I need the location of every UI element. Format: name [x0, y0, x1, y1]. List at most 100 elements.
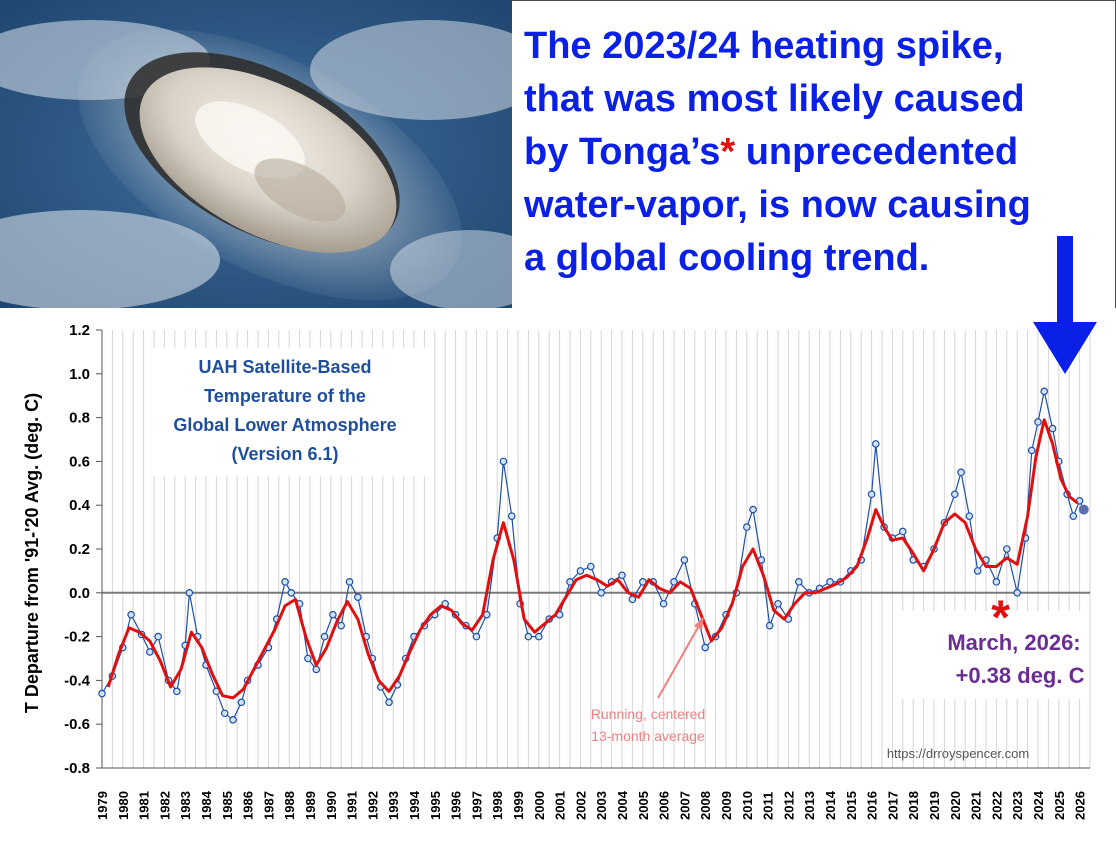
monthly-data-point [670, 578, 678, 586]
monthly-data-point [742, 523, 751, 531]
monthly-data-point [154, 632, 162, 641]
x-tick-label: 2022 [989, 791, 1004, 820]
monthly-data-point [965, 512, 974, 520]
headline-line-3b: unprecedented [735, 131, 1019, 173]
latest-data-point [1078, 504, 1089, 515]
down-arrow-icon [1033, 236, 1097, 374]
headline-line-5: a global cooling trend. [524, 237, 930, 279]
monthly-data-point [680, 556, 689, 564]
annotations: UAH Satellite-Based Temperature of the Glo… [145, 348, 1085, 761]
running-average-line [106, 418, 1079, 700]
headline-line-4: water-vapor, is now causing [524, 184, 1031, 226]
x-tick-label: 2018 [906, 791, 921, 820]
monthly-data-point [950, 490, 959, 499]
y-tick-label: 0.0 [69, 585, 90, 602]
x-tick-label: 2006 [657, 791, 672, 820]
x-tick-label: 2024 [1031, 790, 1046, 820]
monthly-data-point [794, 578, 803, 586]
monthly-data-point [586, 562, 595, 571]
headline-line-3a: by Tonga’s [524, 131, 721, 173]
x-tick-label: 2015 [844, 791, 859, 820]
chart-title-line: Temperature of the [204, 386, 366, 406]
y-tick-label: 0.4 [69, 497, 91, 514]
monthly-data-point [329, 610, 337, 619]
monthly-data-point [127, 610, 135, 619]
x-tick-label: 2025 [1052, 791, 1067, 820]
x-tick-label: 2023 [1010, 791, 1025, 820]
x-tick-label: 2016 [865, 791, 880, 820]
x-tick-label: 2010 [740, 791, 755, 820]
x-tick-label: 2000 [532, 791, 547, 820]
monthly-data-point [992, 578, 1001, 586]
chart-title-background [145, 348, 430, 476]
running-average-label-line-2: 13-month average [591, 728, 705, 744]
latest-value-line-1: March, 2026: [947, 630, 1080, 655]
running-average-pointer [657, 623, 701, 699]
monthly-data-point [1069, 512, 1078, 520]
monthly-data-point [1013, 588, 1022, 597]
x-tick-label: 2002 [573, 791, 588, 820]
x-tick-label: 1986 [241, 791, 256, 820]
series [98, 387, 1089, 724]
monthly-data-point [701, 643, 710, 652]
monthly-data-point [774, 599, 782, 608]
monthly-data-point [185, 588, 194, 597]
x-tick-label: 2004 [615, 790, 630, 820]
monthly-data-point [345, 578, 354, 586]
headline-line-3: by Tonga’s* unprecedented [524, 126, 1114, 179]
volcano-plume-illustration [0, 0, 512, 308]
x-tick-label: 1995 [428, 791, 443, 820]
y-tick-label: 0.6 [69, 453, 90, 470]
latest-value-background [895, 611, 1085, 699]
monthly-data-point [1002, 545, 1011, 553]
x-tick-label: 2019 [927, 791, 942, 820]
headline-line-2: that was most likely caused [524, 78, 1025, 120]
x-tick-label: 2020 [948, 791, 963, 820]
monthly-data-point [957, 468, 965, 477]
x-tick-label: 2026 [1073, 791, 1088, 820]
x-tick-label: 1998 [490, 791, 505, 820]
x-tick-label: 1981 [137, 791, 152, 820]
monthly-data-point [337, 621, 346, 630]
monthly-data-point [597, 588, 606, 597]
x-tick-label: 2003 [594, 791, 609, 820]
y-axis-label: T Departure from '91-'20 Avg. (deg. C) [22, 393, 42, 713]
y-tick-label: -0.4 [64, 672, 91, 689]
monthly-data-point [534, 632, 543, 641]
y-tick-label: -0.2 [64, 629, 90, 646]
x-tick-label: 1988 [282, 791, 297, 820]
monthly-data-point [304, 654, 312, 663]
chart-title-line: Global Lower Atmosphere [173, 415, 396, 435]
x-tick-label: 2005 [636, 791, 651, 820]
monthly-data-point [524, 632, 533, 641]
monthly-data-point [287, 588, 296, 597]
monthly-data-point [312, 665, 321, 674]
monthly-data-point [354, 593, 362, 601]
y-tick-label: -0.6 [64, 716, 90, 733]
monthly-data-point [867, 490, 876, 499]
monthly-data-point [1027, 446, 1036, 455]
x-tick-label: 1994 [407, 790, 422, 820]
tonga-asterisk-marker: * [991, 591, 1010, 644]
monthly-data-point [973, 567, 982, 575]
monthly-data-point [281, 578, 289, 586]
volcano-plume-photo [0, 0, 512, 308]
monthly-data-point [146, 648, 154, 656]
chart-title-line: UAH Satellite-Based [198, 357, 371, 377]
monthly-data-point [472, 632, 481, 641]
x-tick-label: 1989 [303, 791, 318, 820]
monthly-data-point [173, 687, 181, 696]
monthly-data-point [618, 571, 626, 580]
monthly-data-point [385, 698, 393, 707]
x-tick-label: 1997 [469, 791, 484, 820]
axes: 1979 1980 1981 1982 1983 1984 1985 1986 1987 1988… [64, 322, 1090, 820]
monthly-data-point [898, 527, 907, 536]
x-tick-label: 2008 [698, 791, 713, 820]
headline-line-1: The 2023/24 heating spike, [524, 25, 1004, 67]
x-tick-label: 1993 [386, 791, 401, 820]
monthly-data-point [576, 567, 585, 575]
x-tick-label: 1991 [345, 791, 360, 820]
monthly-data-point [871, 440, 880, 448]
x-tick-label: 1979 [95, 791, 110, 820]
x-tick-label: 1996 [449, 791, 464, 820]
